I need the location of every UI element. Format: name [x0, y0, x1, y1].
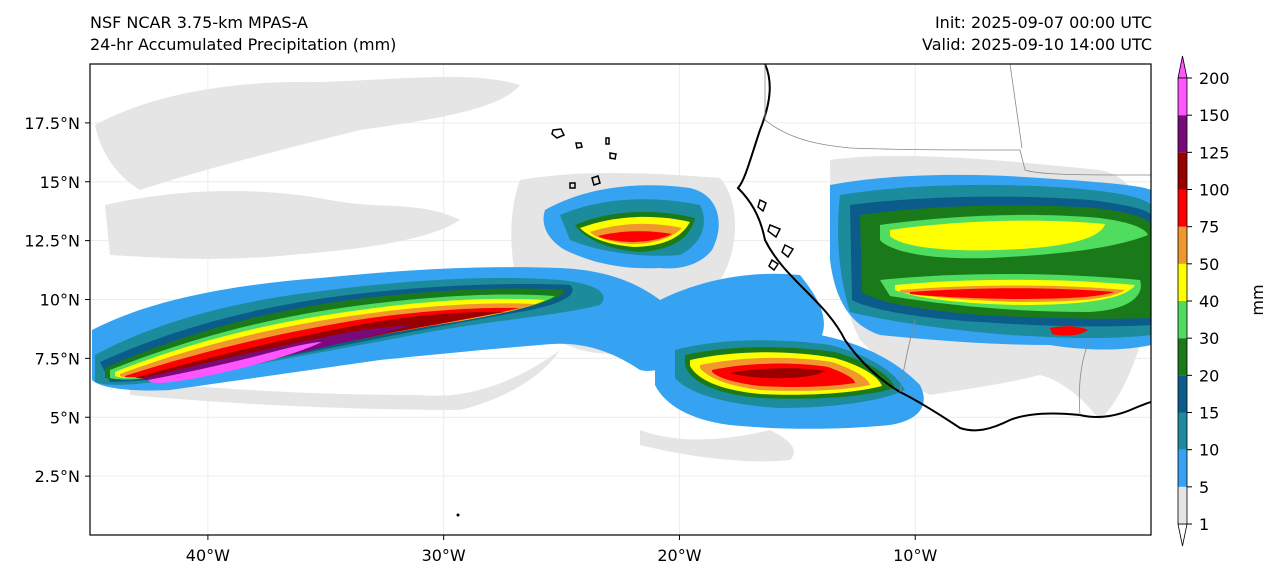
- lat-tick-label: 5°N: [50, 408, 80, 427]
- colorbar-swatch: [1178, 412, 1187, 450]
- lat-tick-label: 15°N: [40, 173, 80, 192]
- model-name: NSF NCAR 3.75-km MPAS-A: [90, 13, 308, 32]
- colorbar-swatch: [1178, 115, 1187, 153]
- colorbar-swatch: [1178, 226, 1187, 264]
- colorbar-tick-label: 15: [1199, 404, 1219, 423]
- colorbar-swatch: [1178, 189, 1187, 227]
- colorbar-tick-label: 5: [1199, 478, 1209, 497]
- precip-level-150: [148, 342, 322, 383]
- colorbar-swatch: [1178, 78, 1187, 116]
- precip-field: [92, 64, 1151, 517]
- colorbar-tick-label: 100: [1199, 181, 1230, 200]
- colorbar-swatch: [1178, 301, 1187, 339]
- colorbar-extend-min: [1177, 523, 1188, 547]
- colorbar-tick-label: 125: [1199, 143, 1230, 162]
- lon-tick-label: 40°W: [186, 546, 230, 565]
- colorbar-tick-label: 50: [1199, 255, 1219, 274]
- lat-tick-label: 17.5°N: [24, 114, 80, 133]
- colorbar-tick-label: 200: [1199, 69, 1230, 88]
- coastlines: [456, 64, 1151, 517]
- colorbar-swatch: [1178, 375, 1187, 413]
- axis-ticks: 2.5°N 5°N 7.5°N 10°N 12.5°N 15°N 17.5°N 40°W 30°…: [24, 114, 937, 565]
- colorbar-swatch: [1178, 449, 1187, 487]
- lat-tick-label: 2.5°N: [35, 467, 80, 486]
- figure-title: NSF NCAR 3.75-km MPAS-A 24-hr Accumulate…: [90, 12, 396, 56]
- lon-tick-label: 30°W: [422, 546, 466, 565]
- field-name: 24-hr Accumulated Precipitation (mm): [90, 35, 397, 54]
- lon-tick-label: 20°W: [657, 546, 701, 565]
- time-info: Init: 2025-09-07 00:00 UTC Valid: 2025-0…: [922, 12, 1152, 56]
- colorbar-swatch: [1178, 486, 1187, 524]
- colorbar-label: mm: [1248, 284, 1267, 315]
- colorbar-swatch: [1178, 338, 1187, 376]
- lon-tick-label: 10°W: [893, 546, 937, 565]
- colorbar-tick-label: 150: [1199, 106, 1230, 125]
- map-panel: 2.5°N 5°N 7.5°N 10°N 12.5°N 15°N 17.5°N 40°W 30°…: [24, 63, 1152, 565]
- colorbar-tick-label: 1: [1199, 515, 1209, 534]
- colorbar-tick-label: 20: [1199, 366, 1219, 385]
- colorbar-tick-label: 30: [1199, 329, 1219, 348]
- lat-tick-label: 7.5°N: [35, 349, 80, 368]
- colorbar-tick-label: 40: [1199, 292, 1219, 311]
- colorbar-swatch: [1178, 263, 1187, 301]
- init-time: Init: 2025-09-07 00:00 UTC: [934, 13, 1152, 32]
- colorbar-tick-label: 75: [1199, 218, 1219, 237]
- valid-time: Valid: 2025-09-10 14:00 UTC: [921, 35, 1152, 54]
- colorbar-tick-label: 10: [1199, 441, 1219, 460]
- lat-tick-label: 10°N: [40, 291, 80, 310]
- colorbar-extend-max: [1177, 55, 1188, 79]
- lat-tick-label: 12.5°N: [24, 232, 80, 251]
- colorbar-swatch: [1178, 152, 1187, 190]
